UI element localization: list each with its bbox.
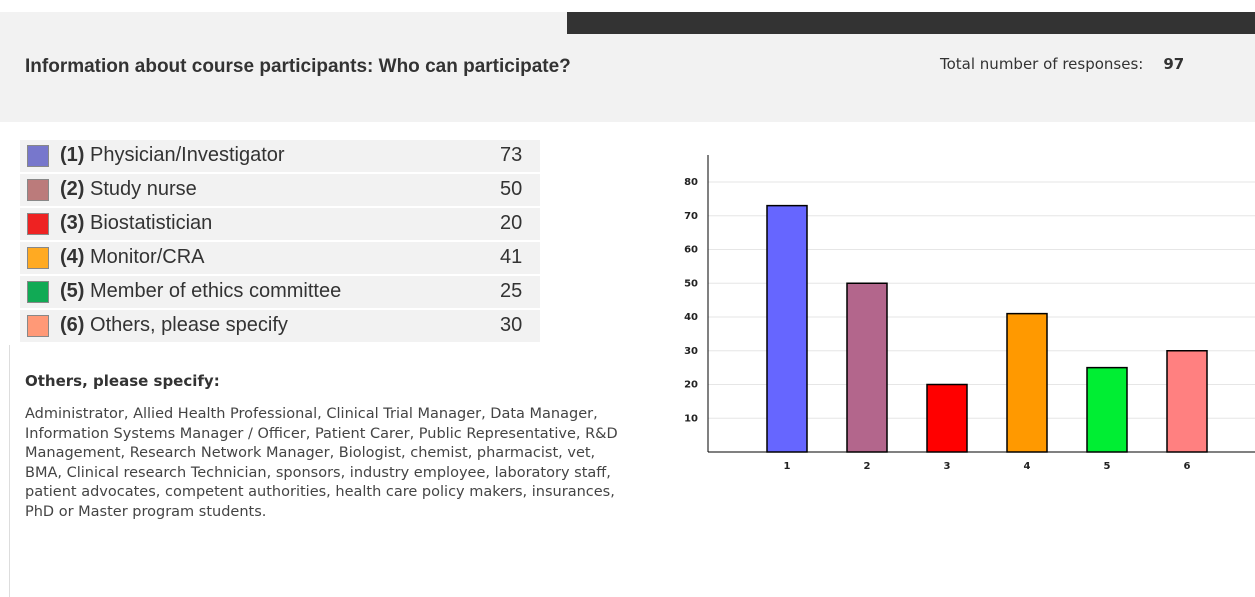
option-text: Physician/Investigator: [90, 144, 285, 166]
y-tick-label: 40: [684, 312, 698, 323]
bar: [1166, 350, 1208, 453]
swatch: [27, 179, 49, 201]
option-text: Member of ethics committee: [90, 280, 342, 302]
left-border: [9, 345, 10, 597]
option-count: 20: [500, 212, 523, 234]
top-bar: [567, 12, 1255, 34]
option-count: 73: [500, 144, 523, 166]
x-tick-label: 6: [1184, 461, 1191, 472]
y-tick-label: 30: [684, 346, 698, 357]
swatch: [27, 145, 49, 167]
option-label: (2) Study nurse: [60, 178, 197, 201]
x-tick-label: 3: [944, 461, 951, 472]
option-number: (4): [60, 246, 85, 268]
x-tick-label: 2: [864, 461, 871, 472]
bar: [846, 282, 888, 453]
option-label: (3) Biostatistician: [60, 212, 212, 235]
option-row: (3) Biostatistician 20: [20, 208, 540, 240]
option-row: (5) Member of ethics committee 25: [20, 276, 540, 308]
responses: Total number of responses: 97: [940, 55, 1184, 73]
y-tick-label: 70: [684, 211, 698, 222]
option-text: Others, please specify: [90, 314, 288, 336]
y-tick-label: 20: [684, 380, 698, 391]
option-count: 30: [500, 314, 523, 336]
y-tick-label: 10: [684, 413, 698, 424]
option-number: (1): [60, 144, 85, 166]
others-text: Administrator, Allied Health Professiona…: [25, 406, 618, 520]
x-tick-label: 4: [1024, 461, 1031, 472]
bar: [926, 383, 968, 453]
option-text: Study nurse: [90, 178, 197, 200]
option-number: (3): [60, 212, 85, 234]
option-number: (5): [60, 280, 85, 302]
y-tick-label: 80: [684, 177, 698, 188]
bar: [1086, 366, 1128, 453]
option-row: (2) Study nurse 50: [20, 174, 540, 206]
option-label: (5) Member of ethics committee: [60, 280, 341, 303]
option-number: (6): [60, 314, 85, 336]
option-count: 25: [500, 280, 523, 302]
option-count: 41: [500, 246, 523, 268]
option-text: Monitor/CRA: [90, 246, 205, 268]
bar: [766, 204, 808, 453]
swatch: [27, 247, 49, 269]
responses-value: 97: [1163, 55, 1185, 73]
y-tick-label: 50: [684, 278, 698, 289]
swatch: [27, 213, 49, 235]
option-label: (1) Physician/Investigator: [60, 144, 285, 167]
question-title: Information about course participants: W…: [25, 56, 571, 77]
option-row: (6) Others, please specify 30: [20, 310, 540, 342]
responses-label: Total number of responses:: [940, 55, 1144, 73]
others-heading: Others, please specify:: [25, 372, 220, 390]
swatch: [27, 315, 49, 337]
x-tick-label: 1: [784, 461, 791, 472]
option-label: (4) Monitor/CRA: [60, 246, 205, 269]
option-count: 50: [500, 178, 523, 200]
bar: [1006, 312, 1048, 453]
option-number: (2): [60, 178, 85, 200]
y-tick-label: 60: [684, 245, 698, 256]
option-row: (4) Monitor/CRA 41: [20, 242, 540, 274]
option-text: Biostatistician: [90, 212, 213, 234]
swatch: [27, 281, 49, 303]
option-row: (1) Physician/Investigator 73: [20, 140, 540, 172]
option-label: (6) Others, please specify: [60, 314, 288, 337]
x-tick-label: 5: [1104, 461, 1111, 472]
